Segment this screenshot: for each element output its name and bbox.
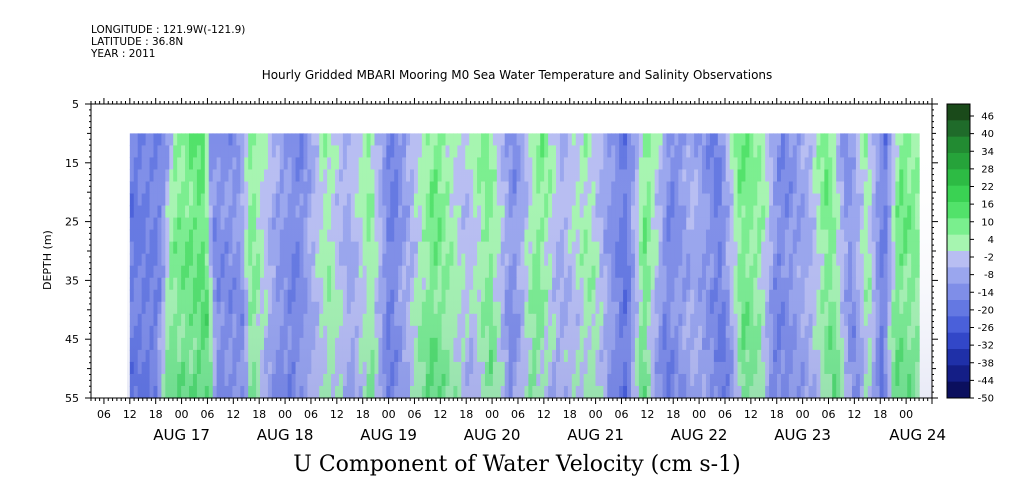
chart-title: Hourly Gridded MBARI Mooring M0 Sea Wate… bbox=[261, 68, 773, 82]
latitude-text: LATITUDE : 36.8N bbox=[91, 36, 184, 48]
x-hour-label: 18 bbox=[666, 408, 680, 421]
colorbar-swatch bbox=[947, 251, 970, 268]
colorbar-swatch bbox=[947, 218, 970, 236]
y-tick-label: 55 bbox=[65, 392, 79, 405]
y-tick-label: 5 bbox=[72, 98, 79, 111]
colorbar-label: 10 bbox=[981, 217, 994, 228]
colorbar-swatch bbox=[947, 349, 970, 366]
x-hour-label: 18 bbox=[563, 408, 577, 421]
x-day-label: AUG 24 bbox=[889, 426, 946, 444]
x-day-label: AUG 20 bbox=[464, 426, 521, 444]
x-hour-label: 12 bbox=[433, 408, 447, 421]
y-tick-label: 45 bbox=[65, 333, 79, 346]
y-tick-label: 15 bbox=[65, 157, 79, 170]
longitude-text: LONGITUDE : 121.9W(-121.9) bbox=[91, 24, 246, 36]
colorbar-swatch bbox=[947, 300, 970, 317]
x-hour-label: 12 bbox=[744, 408, 758, 421]
vertical-shade bbox=[127, 133, 932, 398]
x-hour-label: 06 bbox=[821, 408, 835, 421]
x-hour-label: 06 bbox=[511, 408, 525, 421]
mooring-metadata: LONGITUDE : 121.9W(-121.9) LATITUDE : 36… bbox=[91, 24, 245, 60]
colorbar-frame bbox=[946, 103, 971, 399]
colorbar-swatch bbox=[947, 234, 970, 252]
x-hour-label: 00 bbox=[382, 408, 396, 421]
y-axis-label: DEPTH (m) bbox=[41, 230, 54, 290]
x-hour-label: 18 bbox=[770, 408, 784, 421]
colorbar-label: -26 bbox=[978, 323, 994, 334]
colorbar-label: -2 bbox=[984, 253, 994, 264]
x-hour-label: 12 bbox=[123, 408, 137, 421]
colorbar-label: 16 bbox=[981, 200, 994, 211]
x-hour-label: 18 bbox=[356, 408, 370, 421]
colorbar-swatch bbox=[947, 267, 970, 285]
x-hour-label: 00 bbox=[692, 408, 706, 421]
colorbar-swatch bbox=[947, 169, 970, 187]
x-axis-ticks: 06 12 18 00 06 12 18 00 06 12 18 00 06 12 18 00 06 12 18 00… bbox=[90, 98, 946, 444]
x-hour-label: 00 bbox=[589, 408, 603, 421]
colorbar-swatch bbox=[947, 365, 970, 383]
x-hour-label: 12 bbox=[847, 408, 861, 421]
x-hour-label: 06 bbox=[200, 408, 214, 421]
colorbar-swatch bbox=[947, 316, 970, 334]
x-hour-label: 06 bbox=[407, 408, 421, 421]
colorbar-swatch bbox=[947, 120, 970, 138]
colorbar-swatch bbox=[947, 332, 970, 350]
x-hour-label: 06 bbox=[97, 408, 111, 421]
x-day-label: AUG 21 bbox=[567, 426, 624, 444]
x-hour-label: 00 bbox=[278, 408, 292, 421]
x-hour-label: 18 bbox=[149, 408, 163, 421]
colorbar-label: 46 bbox=[981, 112, 994, 123]
x-day-label: AUG 19 bbox=[360, 426, 417, 444]
x-hour-label: 00 bbox=[485, 408, 499, 421]
x-hour-label: 18 bbox=[459, 408, 473, 421]
x-hour-label: 06 bbox=[304, 408, 318, 421]
x-day-label: AUG 23 bbox=[774, 426, 831, 444]
y-axis-ticks: 5 15 25 35 45 55 bbox=[65, 98, 938, 405]
colorbar-swatch bbox=[947, 381, 970, 399]
x-hour-label: 12 bbox=[640, 408, 654, 421]
x-hour-label: 00 bbox=[796, 408, 810, 421]
x-hour-label: 18 bbox=[873, 408, 887, 421]
colorbar-swatch bbox=[947, 104, 970, 121]
year-text: YEAR : 2011 bbox=[91, 48, 156, 60]
chart-svg: 06 12 18 00 06 12 18 00 06 12 18 00 06 12 18 00 06 12 18 00… bbox=[41, 98, 994, 444]
colorbar-swatch bbox=[947, 185, 970, 203]
colorbar-label: -14 bbox=[978, 288, 994, 299]
x-hour-label: 00 bbox=[175, 408, 189, 421]
colorbar-label: 4 bbox=[988, 235, 994, 246]
colorbar-label: -32 bbox=[978, 341, 994, 352]
x-hour-label: 12 bbox=[537, 408, 551, 421]
x-hour-label: 06 bbox=[614, 408, 628, 421]
colorbar-label: 22 bbox=[981, 182, 994, 193]
colorbar-swatch bbox=[947, 136, 970, 154]
colorbar-swatch bbox=[947, 202, 970, 219]
colorbar-label: 40 bbox=[981, 129, 994, 140]
x-hour-label: 12 bbox=[330, 408, 344, 421]
x-hour-label: 00 bbox=[899, 408, 913, 421]
colorbar-label: 34 bbox=[981, 147, 994, 158]
colorbar-swatch bbox=[947, 283, 970, 301]
y-tick-label: 25 bbox=[65, 216, 79, 229]
y-tick-label: 35 bbox=[65, 274, 79, 287]
colorbar-label: -8 bbox=[984, 270, 994, 281]
colorbar-label: -20 bbox=[978, 305, 994, 316]
x-hour-label: 12 bbox=[226, 408, 240, 421]
x-hour-label: 06 bbox=[718, 408, 732, 421]
x-hour-label: 18 bbox=[252, 408, 266, 421]
colorbar-swatch bbox=[947, 153, 970, 170]
x-day-label: AUG 18 bbox=[257, 426, 314, 444]
colorbar-label: 28 bbox=[981, 164, 994, 175]
x-day-label: AUG 22 bbox=[671, 426, 728, 444]
x-day-label: AUG 17 bbox=[153, 426, 210, 444]
